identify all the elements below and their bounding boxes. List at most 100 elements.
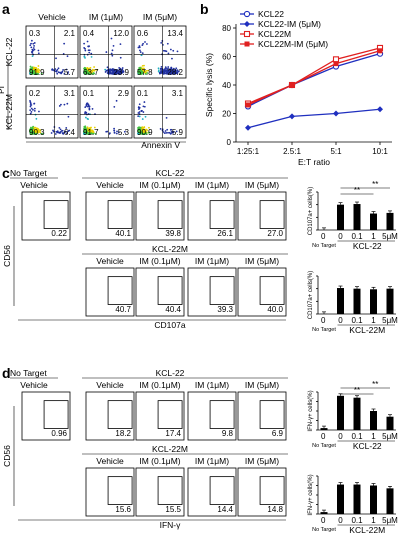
flow-dot xyxy=(31,130,33,133)
flow-dot xyxy=(111,49,114,52)
bar xyxy=(337,395,344,430)
flow-dot xyxy=(160,65,163,68)
flow-dot xyxy=(56,68,59,71)
flow-dot xyxy=(84,68,87,71)
flow-dot xyxy=(163,72,166,75)
flow-dot xyxy=(35,69,37,72)
flow-dot xyxy=(114,69,116,72)
gate-percent: 18.2 xyxy=(115,429,131,438)
flow-dot xyxy=(86,102,89,105)
flow-dot xyxy=(137,132,140,135)
flow-dot xyxy=(118,131,120,134)
legend-label: KCL22-IM (5μM) xyxy=(258,19,321,29)
gate-box xyxy=(157,400,183,429)
flow-dot xyxy=(143,67,145,70)
flow-dot xyxy=(60,103,62,106)
flow-dot xyxy=(177,70,180,73)
bar xyxy=(320,428,328,430)
quadrant-value-ur: 3.1 xyxy=(64,89,76,98)
panel-c-cond-label: IM (0.1μM) xyxy=(139,180,180,190)
flow-dot xyxy=(84,49,87,52)
flow-dot xyxy=(166,72,169,75)
gate-box xyxy=(157,476,183,505)
panel-a-condition-label: IM (1μM) xyxy=(89,12,123,22)
flow-plot-frame xyxy=(135,467,185,517)
flow-dot xyxy=(90,132,93,135)
bar-xtick-label: 0 xyxy=(338,316,343,325)
flow-dot xyxy=(52,69,54,71)
flow-dot xyxy=(37,52,40,55)
bar xyxy=(370,485,377,514)
data-point xyxy=(333,110,339,117)
flow-dot xyxy=(137,115,140,117)
bar xyxy=(386,288,394,314)
flow-dot xyxy=(92,72,95,74)
flow-plot-frame xyxy=(135,191,185,241)
data-point xyxy=(333,61,339,67)
flow-dot xyxy=(144,70,147,73)
bar-xtick-label: 5μM xyxy=(382,232,398,241)
flow-dot xyxy=(56,72,59,75)
flow-dot xyxy=(115,132,118,135)
flow-dot xyxy=(35,128,38,130)
flow-dot xyxy=(141,52,144,55)
gate-percent: 40.7 xyxy=(115,305,131,314)
flow-dot xyxy=(157,69,160,72)
flow-dot xyxy=(33,42,36,44)
flow-dot xyxy=(119,56,122,59)
quadrant-value-ll: 91.9 xyxy=(29,68,45,77)
flow-dot xyxy=(65,68,68,71)
flow-dot xyxy=(57,67,60,70)
flow-dot xyxy=(144,41,146,43)
flow-dot xyxy=(176,69,179,72)
flow-dot xyxy=(115,69,118,72)
flow-dot xyxy=(137,46,140,49)
flow-dot xyxy=(88,108,91,111)
bar-ylabel: CD107a+ cells(%) xyxy=(308,271,314,320)
flow-dot xyxy=(86,126,89,129)
flow-dot xyxy=(137,112,140,114)
gate-box xyxy=(209,476,235,505)
flow-dot xyxy=(112,44,115,47)
bar-notarget-label: No Target xyxy=(312,327,336,333)
flow-dot xyxy=(157,67,160,70)
gate-percent: 0.96 xyxy=(51,429,67,438)
flow-dot xyxy=(110,52,113,55)
flow-dot xyxy=(88,130,91,133)
flow-dot xyxy=(34,126,37,129)
flow-plot-dots xyxy=(29,39,70,75)
flow-dot xyxy=(140,130,142,132)
gate-percent: 15.5 xyxy=(165,505,181,514)
panel-b-xtick-label: 2.5:1 xyxy=(283,147,301,156)
flow-dot xyxy=(111,71,114,73)
flow-dot xyxy=(111,54,114,57)
gate-percent: 15.6 xyxy=(115,505,131,514)
flow-dot xyxy=(33,109,36,112)
flow-dot xyxy=(163,132,166,135)
flow-dot xyxy=(141,118,144,120)
flow-dot xyxy=(38,110,40,113)
panel-c-bar1 xyxy=(320,204,394,230)
panel-d-cond-label-2: IM (5μM) xyxy=(245,456,279,466)
flow-dot xyxy=(86,40,89,43)
flow-dot xyxy=(83,125,86,128)
flow-dot xyxy=(147,69,150,72)
flow-dot xyxy=(167,131,169,134)
panel-d-cond-label-2: IM (1μM) xyxy=(195,456,229,466)
flow-dot xyxy=(145,128,148,131)
flow-dot xyxy=(32,42,35,45)
flow-dot xyxy=(146,72,149,74)
flow-plot-frame xyxy=(237,391,287,441)
panel-b-ytick-label: 0 xyxy=(227,138,232,147)
flow-dot xyxy=(29,44,32,47)
flow-dot xyxy=(66,102,69,105)
bar-ylabel: IFN-γ+ cells(%) xyxy=(308,390,314,431)
flow-plot-frame xyxy=(135,391,185,441)
panel-c-letter: c xyxy=(2,165,10,181)
flow-dot xyxy=(169,48,172,51)
flow-dot xyxy=(113,105,116,108)
gate-box xyxy=(259,200,285,229)
flow-dot xyxy=(86,68,89,71)
flow-dot xyxy=(159,127,162,130)
